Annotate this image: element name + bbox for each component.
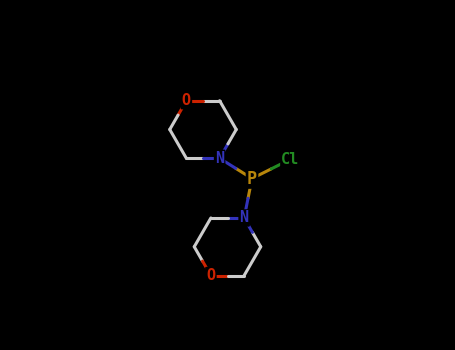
Text: P: P: [247, 169, 257, 188]
Text: O: O: [182, 93, 191, 108]
Text: N: N: [240, 210, 249, 225]
Text: O: O: [206, 268, 215, 283]
Text: Cl: Cl: [281, 152, 300, 167]
Text: N: N: [215, 151, 224, 166]
